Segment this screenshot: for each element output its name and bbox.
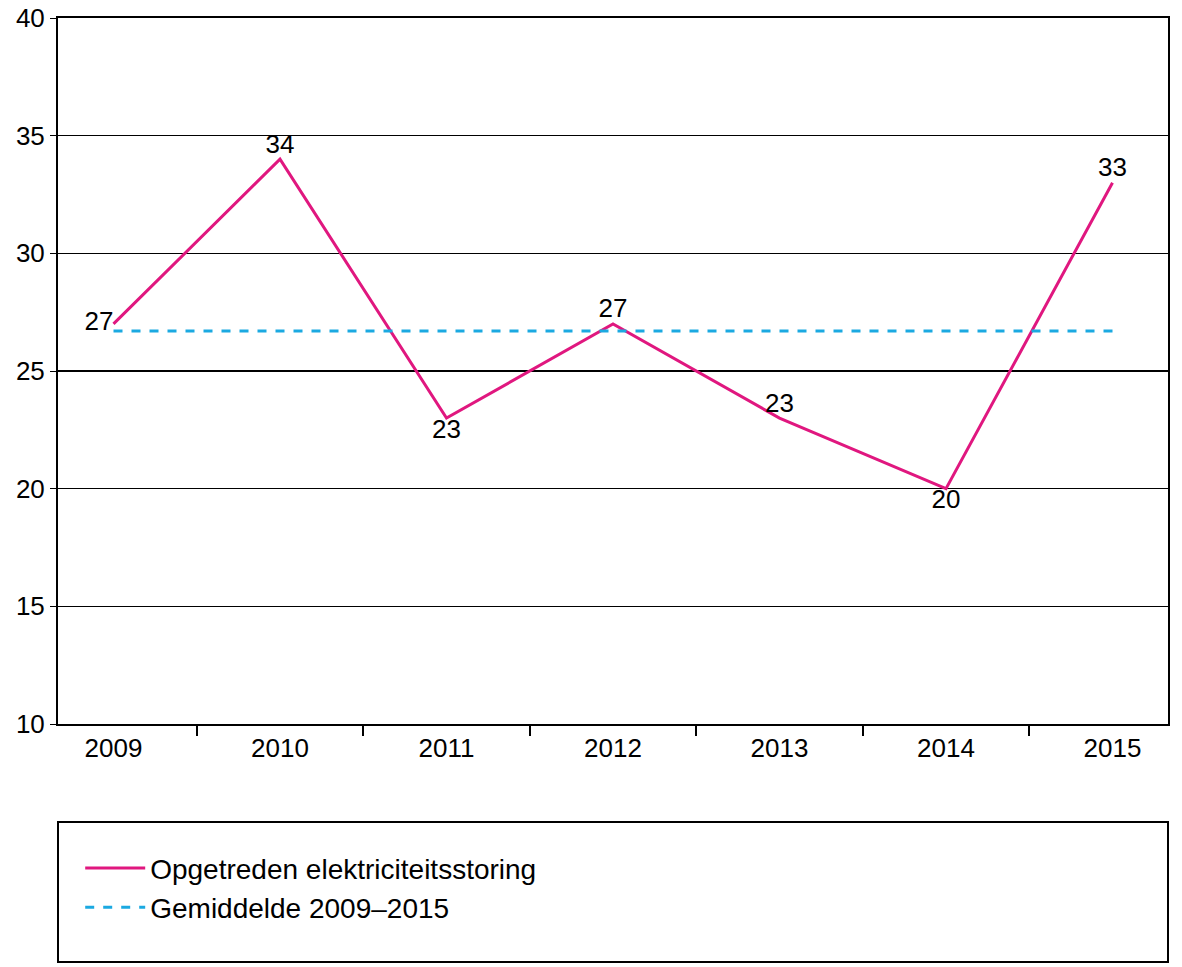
svg-text:Opgetreden elektriciteitsstori: Opgetreden elektriciteitsstoring <box>150 854 536 885</box>
svg-text:27: 27 <box>599 293 628 323</box>
svg-text:15: 15 <box>16 591 45 621</box>
svg-text:40: 40 <box>16 3 45 33</box>
svg-text:2013: 2013 <box>751 733 809 763</box>
svg-text:25: 25 <box>16 356 45 386</box>
svg-text:35: 35 <box>16 121 45 151</box>
svg-text:23: 23 <box>432 414 461 444</box>
svg-text:2014: 2014 <box>917 733 975 763</box>
svg-text:23: 23 <box>765 388 794 418</box>
svg-text:30: 30 <box>16 238 45 268</box>
svg-text:34: 34 <box>266 129 295 159</box>
svg-text:2009: 2009 <box>85 733 143 763</box>
svg-text:20: 20 <box>16 474 45 504</box>
svg-text:2010: 2010 <box>251 733 309 763</box>
svg-text:10: 10 <box>16 709 45 739</box>
svg-text:2011: 2011 <box>419 733 475 763</box>
svg-text:Gemiddelde 2009–2015: Gemiddelde 2009–2015 <box>150 893 449 924</box>
svg-text:33: 33 <box>1098 152 1127 182</box>
svg-text:2015: 2015 <box>1084 733 1142 763</box>
svg-text:27: 27 <box>85 306 114 336</box>
svg-text:2012: 2012 <box>584 733 642 763</box>
svg-text:20: 20 <box>932 484 961 514</box>
